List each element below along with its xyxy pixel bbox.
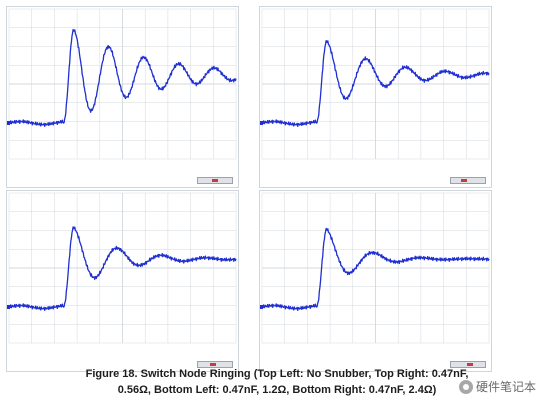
scope-bottom-right [259, 190, 492, 372]
scope-status-bar [9, 163, 236, 173]
scope-status-bar [262, 347, 489, 357]
trace-line [261, 227, 490, 311]
scope-status-bar [9, 347, 236, 357]
scope-bottom-left [6, 190, 239, 372]
scope-trigger-box [450, 177, 486, 184]
channel-ground-marker [260, 305, 263, 309]
scope-status-bar [262, 163, 489, 173]
figure-caption-line-2: 0.56Ω, Bottom Left: 0.47nF, 1.2Ω, Bottom… [117, 384, 437, 396]
trace-line [8, 226, 237, 311]
watermark: 硬件笔记本 [458, 378, 536, 395]
watermark-text: 硬件笔记本 [475, 380, 536, 394]
oscilloscope-plot [7, 192, 237, 344]
channel-ground-marker [7, 305, 10, 309]
scope-trigger-box [197, 361, 233, 368]
oscilloscope-plot [7, 8, 237, 160]
scope-top-right [259, 6, 492, 188]
scope-trigger-box [197, 177, 233, 184]
figure-caption-line-1: Figure 18. Switch Node Ringing (Top Left… [85, 368, 469, 380]
scope-top-left [6, 6, 239, 188]
oscilloscope-plot [260, 8, 490, 160]
trace-line [261, 39, 490, 127]
trace-line [8, 28, 237, 127]
channel-ground-marker [7, 121, 10, 125]
oscilloscope-plot [260, 192, 490, 344]
wechat-icon [458, 379, 473, 394]
channel-ground-marker [260, 121, 263, 125]
scope-trigger-box [450, 361, 486, 368]
